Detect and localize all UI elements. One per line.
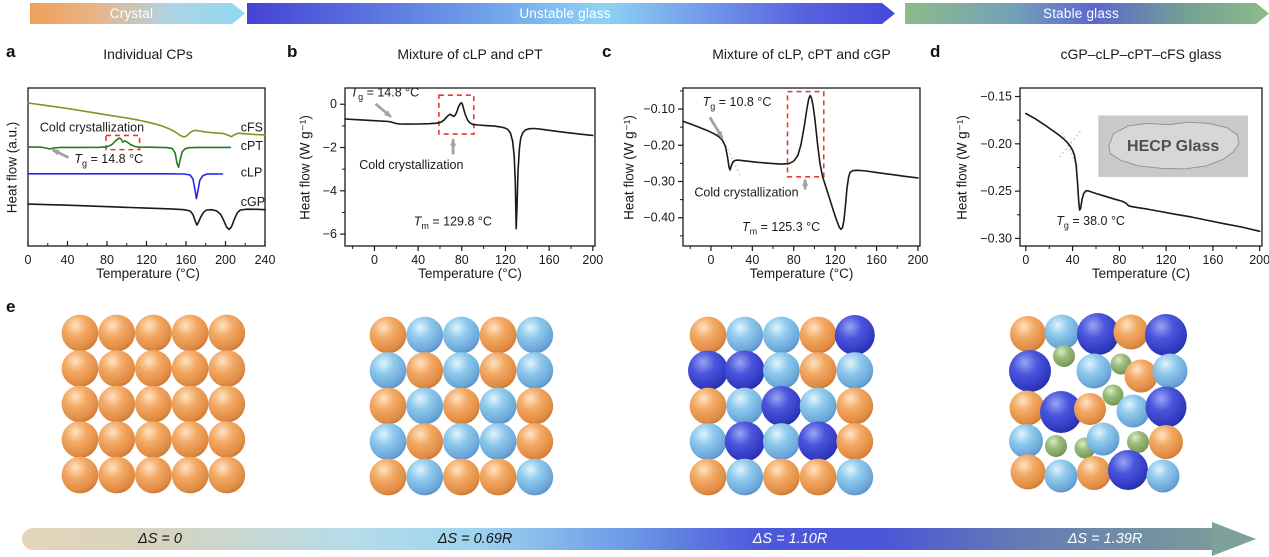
svg-text:−0.30: −0.30 xyxy=(643,174,675,188)
svg-text:Cold crystallization: Cold crystallization xyxy=(359,158,463,172)
svg-text:cPT: cPT xyxy=(241,139,264,153)
svg-text:Tg = 10.8 °C: Tg = 10.8 °C xyxy=(703,95,772,112)
svg-text:Cold crystallization: Cold crystallization xyxy=(694,186,798,200)
banner-label-crystal: Crystal xyxy=(109,6,154,21)
entropy-arrow xyxy=(22,528,1212,550)
svg-text:120: 120 xyxy=(136,253,157,267)
svg-text:Tm = 129.8 °C: Tm = 129.8 °C xyxy=(414,214,492,231)
y-axis-label-a: Heat flow (a.u.) xyxy=(4,121,20,214)
x-axis-label-c: Temperature (°C) xyxy=(749,266,854,281)
x-axis-label-d: Temperature (C) xyxy=(1091,266,1191,281)
entropy-label-3: ΔS = 1.39R xyxy=(1067,531,1143,547)
svg-text:−0.25: −0.25 xyxy=(980,184,1012,198)
panel-title-d: cGP–cLP–cPT–cFS glass xyxy=(1060,46,1222,62)
svg-text:80: 80 xyxy=(455,253,469,267)
svg-text:cLP: cLP xyxy=(241,166,263,180)
x-axis-label-b: Temperature (°C) xyxy=(418,266,522,281)
svg-text:0: 0 xyxy=(707,253,714,267)
panel-letter-c: c xyxy=(602,42,612,61)
svg-text:40: 40 xyxy=(61,253,75,267)
banner-label-stable-glass: Stable glass xyxy=(1043,6,1119,21)
entropy-arrow-head-icon xyxy=(1212,522,1256,556)
svg-text:40: 40 xyxy=(745,253,759,267)
svg-text:200: 200 xyxy=(215,253,236,267)
dsc-chart-individual-cps: 0 40 80 120 160 200 240 cFS cPT cLP cGP Cold crysta… xyxy=(25,87,275,267)
svg-text:120: 120 xyxy=(825,253,846,267)
svg-text:0: 0 xyxy=(330,97,337,111)
banner-label-unstable-glass: Unstable glass xyxy=(519,6,611,21)
banner-arrow-unstable-glass: Unstable glass xyxy=(247,3,895,24)
entropy-label-0: ΔS = 0 xyxy=(138,531,182,547)
svg-text:−6: −6 xyxy=(323,227,337,241)
svg-text:−0.20: −0.20 xyxy=(643,138,675,152)
svg-text:80: 80 xyxy=(100,253,114,267)
svg-text:200: 200 xyxy=(908,253,929,267)
svg-text:0: 0 xyxy=(1022,253,1029,267)
panel-title-b: Mixture of cLP and cPT xyxy=(397,46,543,62)
svg-text:80: 80 xyxy=(787,253,801,267)
svg-text:200: 200 xyxy=(1249,253,1269,267)
svg-text:−0.10: −0.10 xyxy=(643,102,675,116)
svg-text:Tg = 14.8 °C: Tg = 14.8 °C xyxy=(350,86,419,103)
svg-text:40: 40 xyxy=(1066,253,1080,267)
y-axis-label-c: Heat flow (W g⁻¹) xyxy=(621,115,637,220)
svg-text:cGP: cGP xyxy=(241,195,265,209)
svg-text:120: 120 xyxy=(495,253,516,267)
panel-letter-a: a xyxy=(6,42,16,61)
svg-text:240: 240 xyxy=(255,253,276,267)
svg-text:0: 0 xyxy=(371,253,378,267)
dsc-chart-clp-cpt-mixture: 0 40 80 120 160 200 0 −2 −4 −6 Tg = 14.8 °C Cold cr… xyxy=(323,86,604,267)
svg-text:160: 160 xyxy=(539,253,560,267)
entropy-label-1: ΔS = 0.69R xyxy=(437,531,513,547)
svg-text:Cold crystallization: Cold crystallization xyxy=(40,120,144,134)
panel-letter-e: e xyxy=(6,297,16,316)
svg-text:160: 160 xyxy=(176,253,197,267)
dsc-chart-hecp-glass: 0 40 80 120 160 200 −0.15 −0.20 −0.25 −0.30 HECP G… xyxy=(980,87,1269,267)
svg-text:Tg = 14.8 °C: Tg = 14.8 °C xyxy=(74,152,143,169)
svg-text:−4: −4 xyxy=(323,184,337,198)
entropy-label-2: ΔS = 1.10R xyxy=(752,531,828,547)
banner-arrow-crystal: Crystal xyxy=(30,3,245,24)
svg-text:−0.30: −0.30 xyxy=(980,231,1012,245)
svg-text:Tm = 125.3 °C: Tm = 125.3 °C xyxy=(742,220,820,237)
svg-text:0: 0 xyxy=(25,253,32,267)
panel-title-c: Mixture of cLP, cPT and cGP xyxy=(712,46,891,62)
svg-text:−0.20: −0.20 xyxy=(980,137,1012,151)
svg-text:cFS: cFS xyxy=(241,121,263,135)
svg-text:160: 160 xyxy=(866,253,887,267)
svg-text:−2: −2 xyxy=(323,141,337,155)
banner-arrow-stable-glass: Stable glass xyxy=(905,3,1269,24)
svg-text:HECP Glass: HECP Glass xyxy=(1127,138,1219,155)
panel-letter-d: d xyxy=(930,42,941,61)
svg-text:160: 160 xyxy=(1202,253,1223,267)
svg-text:80: 80 xyxy=(1112,253,1126,267)
x-axis-label-a: Temperature (°C) xyxy=(96,266,200,281)
svg-text:Tg = 38.0 °C: Tg = 38.0 °C xyxy=(1056,214,1125,231)
panel-letter-b: b xyxy=(287,42,298,61)
svg-text:−0.40: −0.40 xyxy=(643,211,675,225)
svg-text:40: 40 xyxy=(411,253,425,267)
dsc-chart-clp-cpt-cgp-mixture: 0 40 80 120 160 200 −0.10 −0.20 −0.30 −0.40 Tg = 1… xyxy=(643,87,929,267)
svg-text:200: 200 xyxy=(582,253,603,267)
panel-title-a: Individual CPs xyxy=(103,46,193,62)
sphere-lattice-diagrams xyxy=(61,313,1188,496)
svg-text:120: 120 xyxy=(1156,253,1177,267)
svg-text:−0.15: −0.15 xyxy=(980,90,1012,104)
y-axis-label-d: Heat flow (W g⁻¹) xyxy=(954,115,970,220)
